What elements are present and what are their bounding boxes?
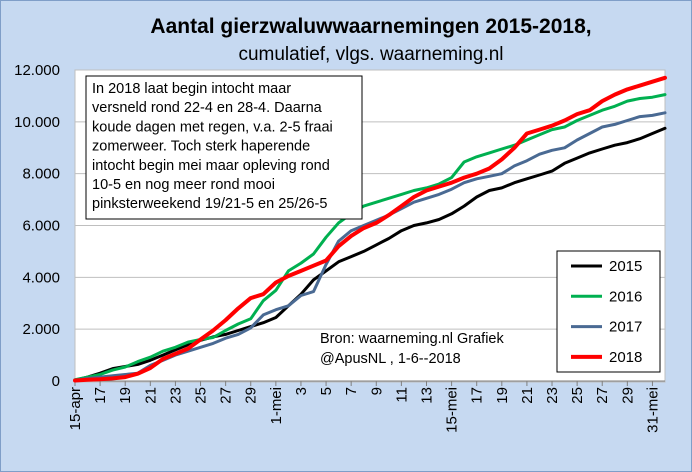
y-tick-label: 0 <box>52 373 60 390</box>
x-axis-ticks: 15-apr 17 19 21 23 25 27 29 1-mei 3 5 7 9 11 13 15-mei 1… <box>67 381 661 433</box>
x-tick-label: 17 <box>469 387 486 404</box>
x-tick-label: 7 <box>343 387 360 395</box>
x-tick-label: 25 <box>193 387 210 404</box>
annotation-line: versneld rond 22-4 en 28-4. Daarna <box>92 100 323 116</box>
legend-label-2015: 2015 <box>609 258 642 275</box>
x-tick-label: 19 <box>117 387 134 404</box>
annotation-line: koude dagen met regen, v.a. 2-5 fraai <box>92 119 333 135</box>
x-tick-label: 5 <box>318 387 335 395</box>
series-line-2018 <box>73 75 667 383</box>
annotation-line: pinksterweekend 19/21-5 en 25/26-5 <box>92 196 327 212</box>
x-tick-label: 15-apr <box>67 387 84 430</box>
legend-entries: 2015 2016 2017 2018 <box>571 258 642 366</box>
y-tick-label: 10.000 <box>14 114 60 131</box>
legend-label-2018: 2018 <box>609 349 642 366</box>
x-tick-label: 3 <box>293 387 310 395</box>
x-tick-label: 23 <box>544 387 561 404</box>
annotation-line: In 2018 laat begin intocht maar <box>92 81 291 97</box>
annotation-line: zomerweer. Toch sterk haperende <box>92 139 310 155</box>
annotation-line: 10-5 en nog meer rond mooi <box>92 177 275 193</box>
series-line-2016 <box>73 93 667 382</box>
annotation-box: In 2018 laat begin intocht maar versneld … <box>85 75 363 220</box>
legend: 2015 2016 2017 2018 <box>556 250 661 373</box>
x-tick-label: 29 <box>619 387 636 404</box>
chart-title: Aantal gierzwaluwwaarnemingen 2015-2018, <box>150 15 591 38</box>
y-tick-label: 12.000 <box>14 62 60 79</box>
source-line-1: Bron: waarneming.nl Grafiek <box>320 331 504 347</box>
y-tick-label: 4.000 <box>22 269 60 286</box>
x-tick-label: 23 <box>167 387 184 404</box>
x-tick-label: 13 <box>418 387 435 404</box>
y-tick-label: 6.000 <box>22 218 60 235</box>
source-note: Bron: waarneming.nl Grafiek @ApusNL , 1-… <box>320 331 504 367</box>
x-tick-label: 27 <box>594 387 611 404</box>
x-tick-label: 31-mei <box>644 387 661 433</box>
legend-label-2017: 2017 <box>609 319 642 336</box>
x-tick-label: 29 <box>243 387 260 404</box>
annotation-text: In 2018 laat begin intocht maar versneld … <box>92 81 333 212</box>
chart-subtitle: cumulatief, vlgs. waarneming.nl <box>238 44 503 65</box>
y-tick-label: 2.000 <box>22 321 60 338</box>
series-lines <box>73 75 667 383</box>
source-line-2: @ApusNL , 1-6--2018 <box>320 351 461 367</box>
x-tick-label: 19 <box>494 387 511 404</box>
x-tick-label: 9 <box>368 387 385 395</box>
x-tick-label: 27 <box>218 387 235 404</box>
y-axis-ticks: 0 2.000 4.000 6.000 8.000 10.000 12.000 <box>14 62 60 390</box>
x-tick-label: 1-mei <box>268 387 285 425</box>
legend-frame <box>556 250 661 373</box>
series-line-2015 <box>73 126 667 382</box>
x-tick-label: 21 <box>142 387 159 404</box>
y-tick-label: 8.000 <box>22 166 60 183</box>
legend-label-2016: 2016 <box>609 288 642 305</box>
x-tick-label: 11 <box>393 387 410 403</box>
x-tick-label: 25 <box>569 387 586 404</box>
x-tick-label: 15-mei <box>444 387 461 433</box>
x-tick-label: 21 <box>519 387 536 404</box>
annotation-frame <box>85 75 363 220</box>
annotation-line: intocht begin mei maar opleving rond <box>92 158 330 174</box>
x-tick-label: 17 <box>92 387 109 404</box>
